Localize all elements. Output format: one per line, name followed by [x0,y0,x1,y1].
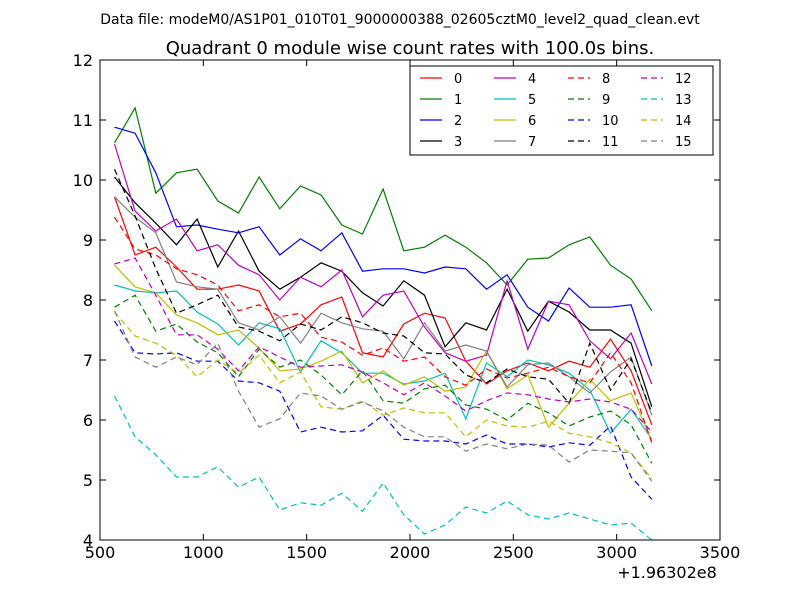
x-tick-label: 1000 [183,543,224,562]
series-line-2 [114,126,653,367]
y-tick-label: 4 [83,531,93,550]
legend-label-1: 1 [454,93,462,108]
series-line-12 [114,257,653,433]
x-offset-label: +1.96302e8 [617,563,717,582]
legend-label-9: 9 [602,93,610,108]
y-tick-label: 9 [83,231,93,250]
legend-label-5: 5 [528,93,536,108]
series-line-9 [114,294,653,464]
x-tick-label: 2000 [390,543,431,562]
legend-label-0: 0 [454,72,462,87]
series-line-14 [114,311,653,480]
x-tick-label: 500 [85,543,116,562]
series-line-15 [113,310,653,482]
y-tick-label: 7 [83,351,93,370]
series-line-13 [113,395,653,541]
legend-label-11: 11 [602,135,619,150]
legend-label-13: 13 [675,93,692,108]
y-tick-label: 6 [83,411,93,430]
legend-label-10: 10 [602,114,619,129]
series-layer [113,106,653,541]
series-line-5 [114,284,653,440]
x-tick-label: 3000 [596,543,637,562]
series-line-4 [113,143,653,385]
series-line-1 [113,106,653,312]
legend-label-15: 15 [675,135,692,150]
legend-label-4: 4 [528,72,536,87]
series-line-0 [113,196,653,426]
y-tick-label: 5 [83,471,93,490]
legend-frame [409,65,714,156]
x-tick-label: 3500 [700,543,741,562]
legend-label-12: 12 [675,72,692,87]
x-tick-label: 1500 [286,543,327,562]
legend-label-6: 6 [528,114,536,129]
y-tick-label: 11 [73,111,93,130]
suptitle: Data file: modeM0/AS1P01_010T01_90000003… [100,12,700,28]
y-tick-label: 10 [73,171,93,190]
chart-title: Quadrant 0 module wise count rates with … [166,38,655,59]
series-line-8 [113,216,653,443]
series-line-6 [114,264,653,442]
legend-label-3: 3 [454,135,462,150]
legend-label-8: 8 [602,72,610,87]
legend-label-2: 2 [454,114,462,129]
legend-label-7: 7 [528,135,536,150]
legend-label-14: 14 [675,114,692,129]
series-line-11 [113,168,653,414]
y-tick-label: 12 [73,51,93,70]
series-line-10 [113,320,653,500]
x-tick-label: 2500 [493,543,534,562]
series-line-7 [114,196,653,416]
series-line-3 [114,176,653,407]
y-tick-label: 8 [83,291,93,310]
